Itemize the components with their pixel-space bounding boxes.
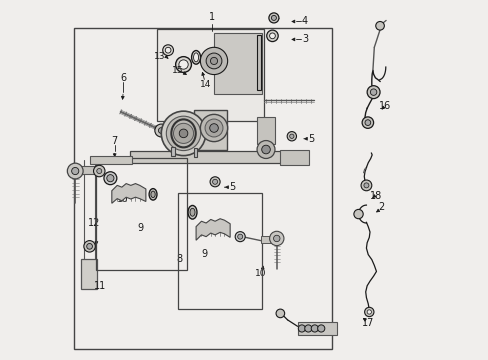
Circle shape [93, 165, 105, 177]
Ellipse shape [193, 53, 198, 62]
Circle shape [261, 145, 270, 154]
Circle shape [369, 89, 376, 95]
Text: 10: 10 [117, 195, 128, 204]
Circle shape [161, 111, 205, 156]
Ellipse shape [187, 206, 197, 219]
Circle shape [210, 57, 217, 64]
Polygon shape [196, 219, 230, 240]
Text: 16: 16 [379, 102, 391, 112]
Text: 17: 17 [362, 319, 374, 328]
Circle shape [106, 175, 114, 182]
Circle shape [363, 183, 368, 188]
Circle shape [286, 132, 296, 141]
Text: 7: 7 [111, 136, 118, 145]
Text: 15: 15 [171, 66, 183, 75]
Circle shape [67, 163, 83, 179]
Bar [280, 149, 308, 165]
Circle shape [210, 177, 220, 187]
Circle shape [237, 234, 242, 239]
Circle shape [366, 310, 371, 314]
Circle shape [158, 128, 164, 134]
Circle shape [166, 116, 201, 150]
Text: 11: 11 [94, 281, 106, 291]
Text: 6: 6 [120, 73, 126, 83]
Bar [178, 193, 262, 309]
Ellipse shape [190, 208, 195, 216]
Circle shape [204, 119, 223, 137]
Bar [78, 166, 94, 174]
Circle shape [257, 140, 274, 158]
Circle shape [375, 22, 384, 30]
Circle shape [200, 114, 227, 141]
Bar [257, 35, 261, 90]
Circle shape [269, 33, 275, 39]
Bar [194, 110, 226, 149]
Circle shape [310, 325, 318, 332]
Circle shape [360, 180, 371, 191]
Circle shape [104, 172, 117, 185]
Circle shape [155, 124, 167, 137]
Circle shape [304, 325, 311, 332]
Circle shape [179, 129, 187, 138]
Bar [257, 117, 274, 144]
Circle shape [364, 307, 373, 317]
Circle shape [269, 231, 284, 246]
Text: 13: 13 [154, 52, 165, 61]
Bar [74, 28, 332, 348]
Text: 9: 9 [201, 248, 207, 258]
Circle shape [165, 47, 171, 53]
Bar [214, 33, 262, 94]
Circle shape [364, 120, 370, 126]
Circle shape [175, 57, 191, 72]
Circle shape [366, 86, 379, 99]
Text: 12: 12 [88, 218, 101, 228]
Circle shape [86, 243, 92, 249]
Circle shape [72, 167, 79, 175]
Circle shape [276, 309, 284, 318]
Circle shape [206, 53, 222, 69]
Text: 3: 3 [301, 35, 307, 44]
Circle shape [266, 30, 278, 41]
Bar [156, 30, 264, 121]
Ellipse shape [151, 191, 155, 198]
Text: 14: 14 [200, 81, 211, 90]
Circle shape [268, 13, 278, 23]
Text: 10: 10 [254, 269, 266, 278]
Polygon shape [112, 184, 145, 203]
Circle shape [289, 134, 293, 138]
Circle shape [163, 45, 173, 55]
Bar [90, 156, 131, 163]
Text: 5: 5 [307, 134, 314, 144]
Text: 9: 9 [137, 224, 143, 233]
Bar [297, 321, 336, 335]
Circle shape [235, 231, 244, 242]
Text: 8: 8 [176, 254, 182, 264]
Text: 2: 2 [378, 202, 384, 212]
Circle shape [212, 179, 217, 184]
Circle shape [271, 15, 276, 21]
Circle shape [298, 325, 305, 332]
Bar [193, 148, 197, 157]
Ellipse shape [191, 50, 200, 64]
Circle shape [173, 123, 193, 143]
Circle shape [362, 117, 373, 129]
Bar [171, 147, 174, 156]
Circle shape [179, 60, 188, 69]
Text: 5: 5 [228, 182, 235, 192]
Text: 4: 4 [301, 17, 307, 27]
Circle shape [273, 235, 280, 242]
Circle shape [353, 210, 363, 219]
Circle shape [97, 168, 102, 174]
Circle shape [200, 47, 227, 75]
Circle shape [317, 325, 324, 332]
Circle shape [209, 124, 218, 132]
Circle shape [83, 240, 95, 252]
Bar [260, 235, 273, 243]
Text: 1: 1 [209, 12, 215, 22]
Bar [96, 158, 187, 270]
Ellipse shape [149, 189, 157, 200]
Bar [81, 259, 97, 289]
Text: 18: 18 [369, 191, 381, 201]
Bar [129, 151, 298, 163]
